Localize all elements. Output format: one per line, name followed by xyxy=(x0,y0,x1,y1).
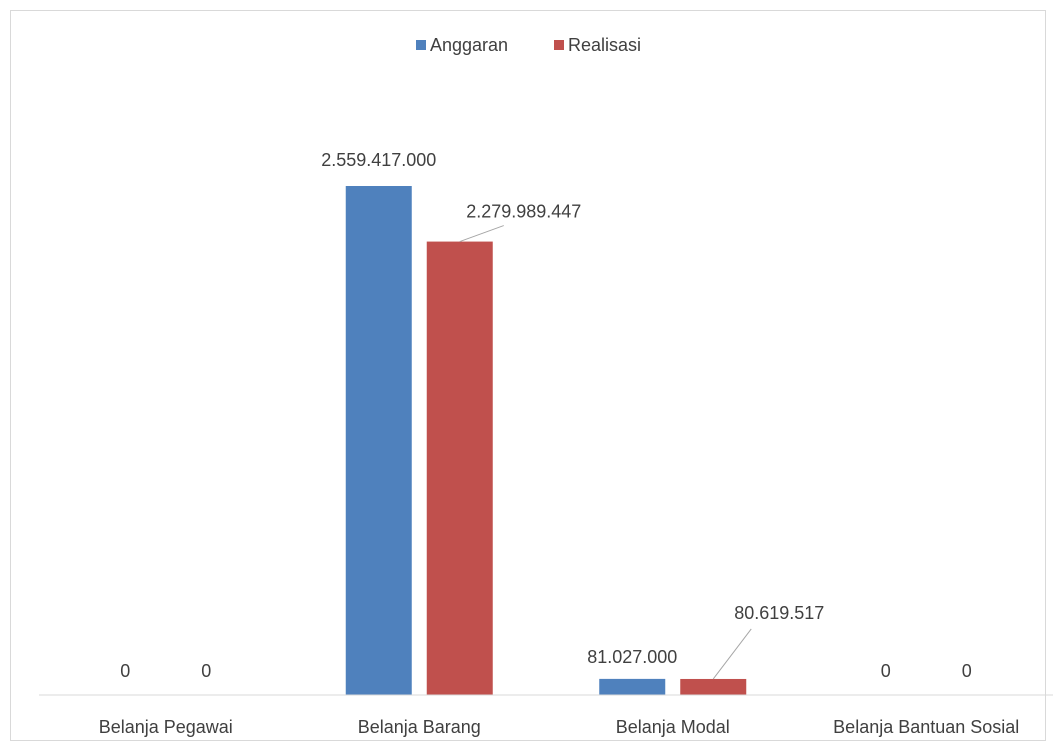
legend-label-anggaran: Anggaran xyxy=(430,35,508,55)
leader-line-realisasi-2 xyxy=(712,628,752,680)
bar-anggaran-1 xyxy=(345,186,412,695)
data-label-anggaran-1: 2.559.417.000 xyxy=(321,150,436,170)
bar-realisasi-1 xyxy=(426,241,493,695)
bar-anggaran-2 xyxy=(599,678,666,695)
x-tick-labels: Belanja Pegawai Belanja Barang Belanja Mod… xyxy=(99,717,1020,737)
legend-swatch-realisasi xyxy=(554,40,564,50)
x-tick-label-1: Belanja Barang xyxy=(358,717,481,737)
data-label-anggaran-0: 0 xyxy=(120,661,130,681)
x-tick-label-0: Belanja Pegawai xyxy=(99,717,233,737)
legend-swatch-anggaran xyxy=(416,40,426,50)
data-labels: 0 0 2.559.417.000 2.279.989.447 81.027.000 80… xyxy=(120,150,972,681)
bar-realisasi-2 xyxy=(680,678,747,695)
data-label-realisasi-2: 80.619.517 xyxy=(734,603,824,623)
legend: Anggaran Realisasi xyxy=(416,35,641,55)
data-label-realisasi-3: 0 xyxy=(962,661,972,681)
data-label-anggaran-3: 0 xyxy=(881,661,891,681)
data-label-anggaran-2: 81.027.000 xyxy=(587,647,677,667)
leader-line-realisasi-1 xyxy=(459,225,504,243)
x-tick-label-3: Belanja Bantuan Sosial xyxy=(833,717,1019,737)
chart-frame xyxy=(10,10,1046,741)
legend-label-realisasi: Realisasi xyxy=(568,35,641,55)
bars xyxy=(345,186,747,695)
data-label-realisasi-0: 0 xyxy=(201,661,211,681)
data-label-realisasi-1: 2.279.989.447 xyxy=(466,202,581,222)
x-tick-label-2: Belanja Modal xyxy=(616,717,730,737)
leader-lines xyxy=(459,225,752,680)
